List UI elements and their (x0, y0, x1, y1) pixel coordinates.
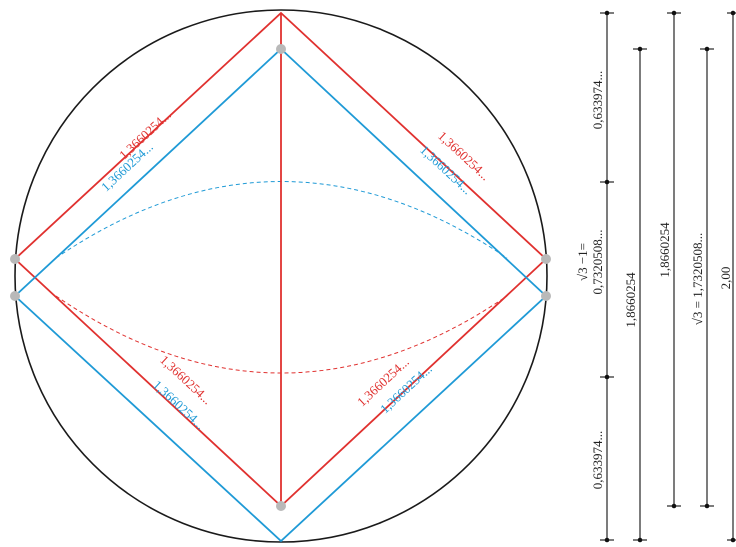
measure-column-red-height (633, 46, 647, 543)
vertex-dot-right-upper (541, 254, 551, 264)
measure-label-middle-line1: √3 −1= (575, 243, 590, 281)
measure-column-sqrt3 (700, 46, 714, 509)
vertex-dot-bottom (276, 501, 286, 511)
measure-label-red-height: 1,8660254 (623, 272, 638, 328)
vertex-dot-left-lower (10, 291, 20, 301)
vertex-dot-top (276, 44, 286, 54)
measure-column-segments (600, 10, 614, 543)
measure-label-blue-height: 1,8660254 (657, 222, 672, 278)
measure-column-blue-height (667, 10, 681, 509)
measure-label-top-segment: 0,633974... (590, 71, 605, 130)
measure-label-sqrt3: √3 = 1,7320508... (690, 233, 705, 325)
measure-label-middle-line2: 0,7320508... (590, 230, 605, 295)
measure-column-diameter (727, 10, 736, 543)
measure-label-bottom-segment: 0,633974... (590, 431, 605, 490)
measure-label-diameter: 2,00 (718, 267, 733, 290)
vertex-dot-right-lower (541, 291, 551, 301)
blue-square (13, 47, 548, 543)
vertex-dot-left-upper (10, 254, 20, 264)
